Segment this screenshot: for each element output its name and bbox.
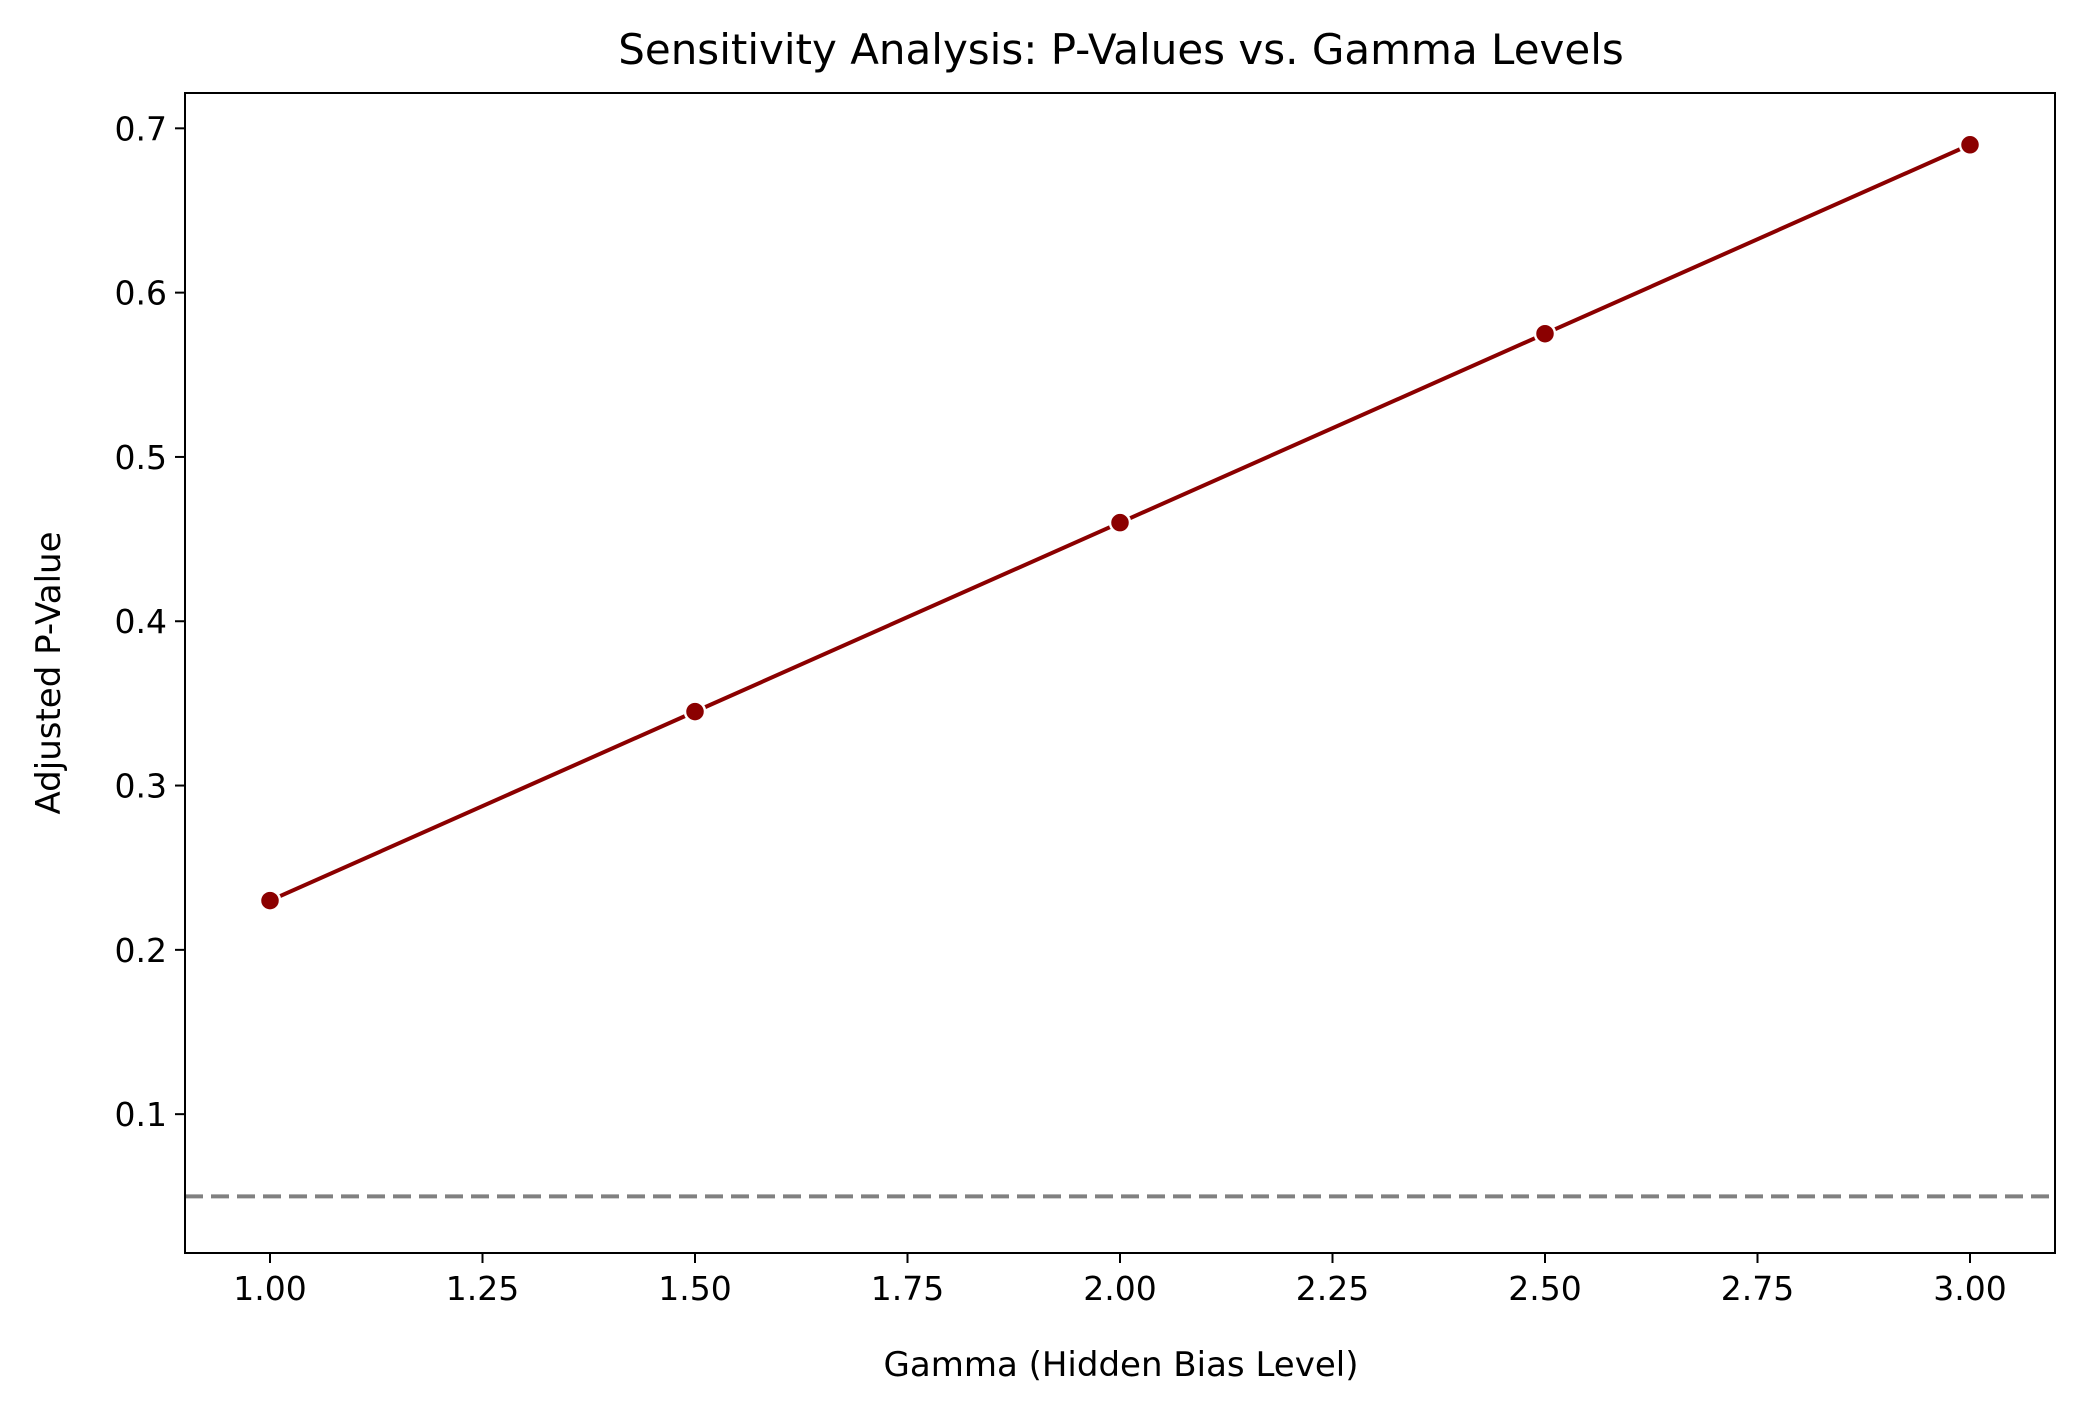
y-tick-label: 0.7 <box>115 109 167 148</box>
x-axis: 1.00 1.25 1.50 1.75 2.00 2.25 2.50 2.75 3.00 <box>233 1253 2007 1308</box>
x-tick-label: 2.75 <box>1721 1269 1794 1308</box>
x-axis-label: Gamma (Hidden Bias Level) <box>884 1345 1359 1385</box>
y-tick-label: 0.5 <box>115 438 167 477</box>
y-tick-label: 0.2 <box>115 931 167 970</box>
y-axis: 0.1 0.2 0.3 0.4 0.5 0.6 0.7 <box>115 109 185 1134</box>
y-tick-label: 0.1 <box>115 1095 167 1134</box>
data-point <box>258 889 282 912</box>
x-tick-label: 1.75 <box>871 1269 944 1308</box>
y-tick-label: 0.3 <box>115 767 167 806</box>
data-point <box>683 700 707 723</box>
y-tick-label: 0.4 <box>115 602 167 641</box>
plot-frame <box>184 92 2056 1254</box>
x-tick-label: 2.00 <box>1083 1269 1156 1308</box>
x-tick-label: 2.50 <box>1508 1269 1581 1308</box>
y-tick-label: 0.6 <box>115 274 167 313</box>
data-point <box>1108 511 1132 534</box>
x-tick-label: 1.00 <box>233 1269 306 1308</box>
plot-area <box>185 133 2055 1199</box>
data-point <box>1533 322 1557 345</box>
x-tick-label: 1.50 <box>658 1269 731 1308</box>
chart-title: Sensitivity Analysis: P-Values vs. Gamma… <box>618 25 1624 74</box>
x-tick-label: 2.25 <box>1296 1269 1369 1308</box>
data-point <box>1958 133 1982 157</box>
x-tick-label: 1.25 <box>446 1269 519 1308</box>
x-tick-label: 3.00 <box>1933 1269 2006 1308</box>
y-axis-label: Adjusted P-Value <box>29 532 69 815</box>
